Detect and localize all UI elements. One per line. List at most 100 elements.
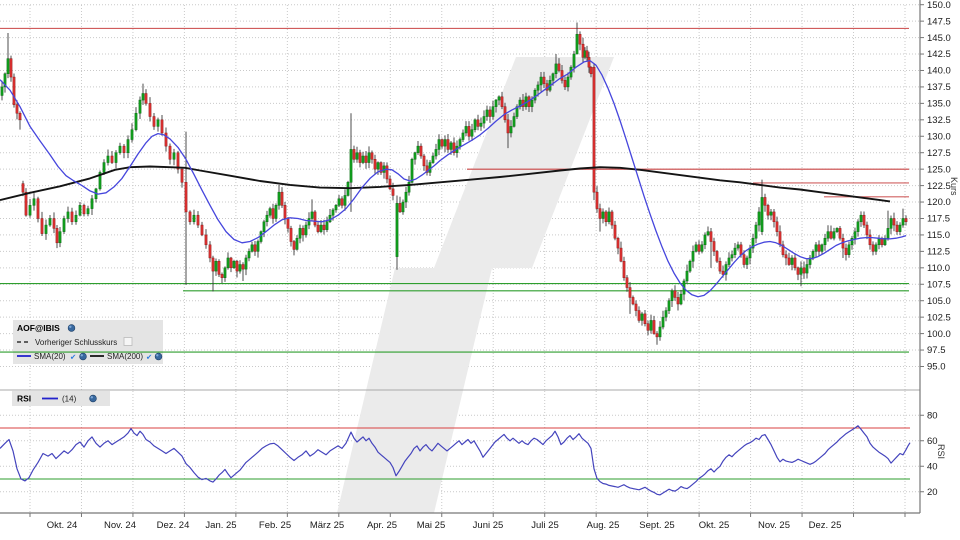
price-tick-label: 110.0 <box>927 263 950 274</box>
candle-body <box>461 132 465 140</box>
candle-body <box>334 205 338 211</box>
settings-icon[interactable] <box>89 394 97 403</box>
candle-body <box>130 129 134 140</box>
candle-body <box>826 231 830 239</box>
candle-body <box>820 244 824 252</box>
candle-body <box>634 303 638 311</box>
candle-body <box>176 152 180 170</box>
candle-body <box>118 145 122 153</box>
candle-body <box>506 119 510 134</box>
candle-body <box>262 221 266 232</box>
indicator-lines <box>0 59 911 496</box>
candle-body <box>775 221 779 232</box>
candle-body <box>787 257 791 265</box>
candle-body <box>757 211 761 226</box>
month-label: Dez. 25 <box>809 520 842 531</box>
candle-body <box>874 244 878 252</box>
rsi-legend: RSI (14) <box>12 391 110 406</box>
candle-body <box>328 214 332 223</box>
candle-body <box>419 145 423 157</box>
candle-body <box>512 116 516 127</box>
candle-body <box>370 152 374 160</box>
candle-body <box>817 244 821 252</box>
candle-body <box>649 320 653 331</box>
candle-body <box>598 208 602 219</box>
checkmark-icon[interactable]: ✔ <box>146 353 152 362</box>
candle-body <box>256 241 260 252</box>
candle-body <box>778 231 782 246</box>
candle-body <box>337 198 341 206</box>
candle-body <box>148 103 152 117</box>
candle-body <box>192 214 196 223</box>
candle-body <box>470 129 474 137</box>
candle-body <box>280 191 284 206</box>
candle-body <box>616 237 620 249</box>
candle-body <box>679 293 683 305</box>
candle-body <box>715 251 719 262</box>
candle-body <box>724 264 728 275</box>
candle-body <box>295 237 299 250</box>
candle-body <box>373 159 377 170</box>
candle-body <box>850 237 854 246</box>
candle-body <box>739 244 743 255</box>
candle-body <box>217 260 221 275</box>
candle-body <box>82 205 86 215</box>
price-tick-label: 120.0 <box>927 197 951 208</box>
candle-body <box>718 260 722 272</box>
price-tick-label: 130.0 <box>927 131 951 142</box>
checkmark-icon[interactable]: ✔ <box>70 353 76 362</box>
month-label: Apr. 25 <box>367 520 397 531</box>
candle-body <box>500 96 504 107</box>
candle-body <box>15 104 19 114</box>
month-label: Nov. 24 <box>104 520 136 531</box>
month-label: März 25 <box>310 520 344 531</box>
settings-icon[interactable] <box>79 352 87 361</box>
candle-body <box>268 208 272 216</box>
candle-body <box>859 214 863 223</box>
candle-body <box>694 244 698 252</box>
candle-body <box>587 57 591 68</box>
axes: 150.0 147.5 145.0 142.5 140.0 137.5 135.0 132.5… <box>0 0 951 531</box>
candle-body <box>688 260 692 272</box>
candle-body <box>637 310 641 321</box>
sma200-line <box>0 165 891 203</box>
candle-body <box>703 234 707 246</box>
main-legend: AOF@IBIS Vorheriger Schlusskurs SMA(20) … <box>13 320 163 364</box>
candle-body <box>619 247 623 262</box>
candle-body <box>482 116 486 124</box>
candle-body <box>244 257 248 270</box>
candle-body <box>434 149 438 157</box>
candle-body <box>802 267 806 274</box>
candle-body <box>886 228 890 239</box>
candle-body <box>62 218 66 232</box>
candle-body <box>286 218 290 229</box>
candle-body <box>449 142 453 150</box>
candle-body <box>21 183 25 193</box>
candle-body <box>196 214 200 226</box>
candle-body <box>589 66 593 75</box>
candle-body <box>440 139 444 147</box>
rsi-tick-label: 20 <box>927 487 938 498</box>
candle-body <box>6 58 10 75</box>
candle-body <box>572 53 576 68</box>
candle-body <box>160 119 164 134</box>
month-label: Juli 25 <box>531 520 558 531</box>
prev-close-checkbox[interactable] <box>123 337 133 346</box>
candle-body <box>491 106 495 117</box>
price-tick-label: 102.5 <box>927 312 951 323</box>
candle-body <box>706 231 710 236</box>
candle-body <box>340 198 344 206</box>
candle-body <box>232 260 236 269</box>
candle-body <box>610 211 614 226</box>
price-axis-title: Kurs <box>949 177 959 196</box>
candle-body <box>700 244 704 252</box>
candle-body <box>208 244 212 259</box>
settings-icon[interactable] <box>67 324 76 332</box>
month-label: Jan. 25 <box>205 520 236 531</box>
candle-body <box>391 188 395 196</box>
candle-body <box>691 251 695 262</box>
candle-body <box>36 198 40 219</box>
settings-icon[interactable] <box>154 352 163 361</box>
candle-body <box>223 267 227 278</box>
